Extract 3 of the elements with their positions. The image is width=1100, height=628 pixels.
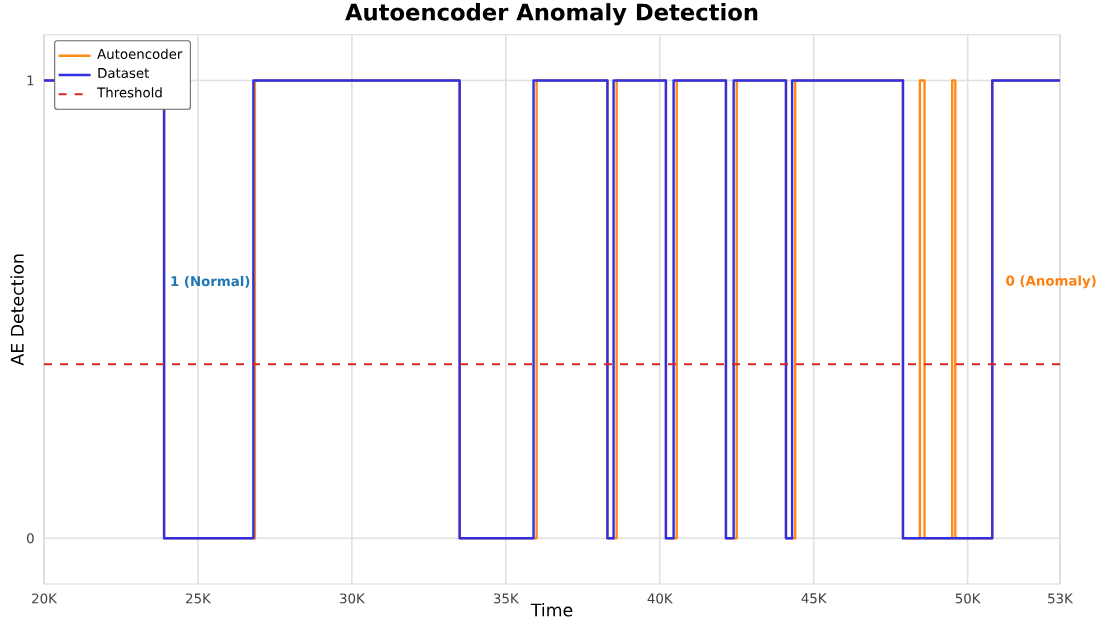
x-axis-title: Time (530, 603, 573, 617)
y-axis-title: AE Detection (10, 254, 24, 366)
chart-title: Autoencoder Anomaly Detection (345, 3, 758, 26)
